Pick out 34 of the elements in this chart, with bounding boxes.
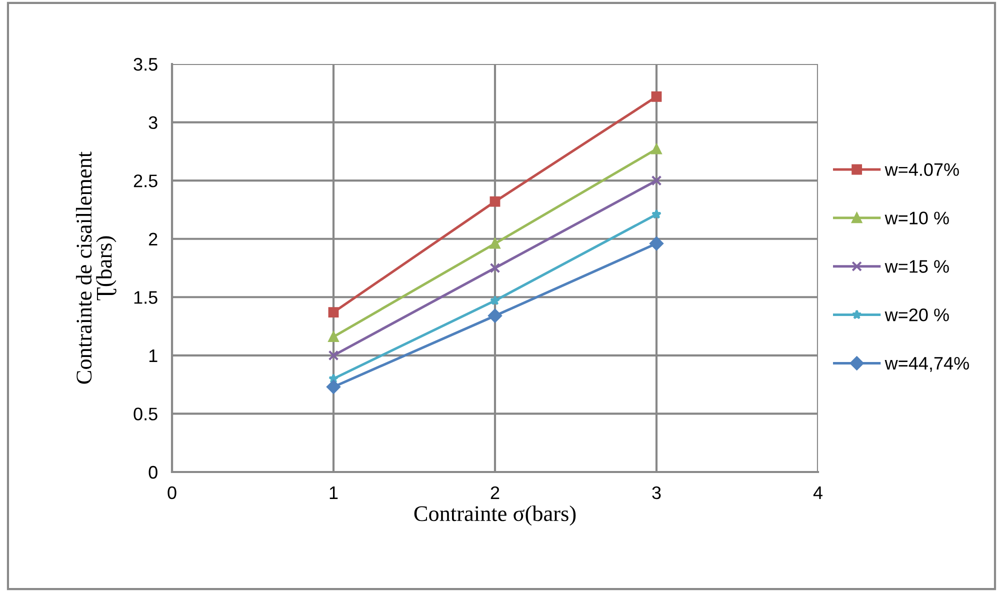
legend-label: w=4.07% [884,163,959,176]
y-tick-label: 1.5 [134,291,158,304]
point [490,295,500,306]
x-tick-label: 4 [813,486,822,499]
point [651,91,662,102]
y-tick-label: 3.5 [134,58,158,71]
x-tick-label: 0 [168,486,176,500]
y-tick-label: 2.5 [134,174,158,188]
y-tick-label: 0 [148,466,158,479]
legend-label: w=20 % [884,308,949,322]
y-tick-label: 3 [148,116,158,130]
point [328,307,339,318]
point [328,350,339,361]
point [490,196,500,207]
point [490,262,500,274]
legend-label: w=10 % [884,212,949,224]
x-tick-label: 2 [490,486,500,499]
point [326,380,340,394]
point [651,175,662,186]
point [488,308,502,323]
point [650,236,664,250]
x-axis-title: Contrainte σ(bars) [414,506,576,526]
point [490,238,500,249]
legend-label: w=15 % [884,260,949,273]
point [328,332,339,342]
y-axis-title: Contrainte de cisaillement Ʈ(bars) [76,152,116,384]
legend-label: w=44,74% [884,356,969,372]
point [651,144,662,154]
point [651,209,662,219]
y-tick-label: 2 [148,232,158,246]
y-tick-label: 0.5 [134,408,158,420]
y-tick-label: 1 [149,350,158,362]
x-tick-label: 3 [652,486,661,500]
x-tick-label: 1 [330,486,338,499]
